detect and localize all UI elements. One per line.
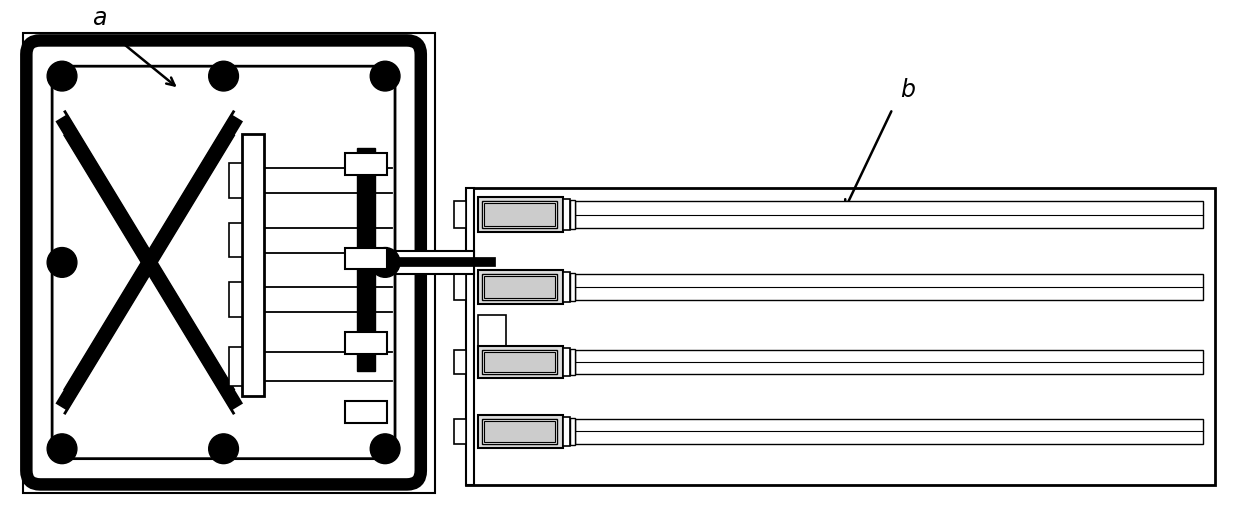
FancyBboxPatch shape bbox=[26, 40, 420, 485]
Circle shape bbox=[371, 61, 401, 91]
Bar bbox=[242, 134, 264, 396]
Bar bbox=[575, 275, 1203, 300]
Bar bbox=[346, 401, 387, 423]
Bar bbox=[479, 197, 563, 232]
Text: b: b bbox=[900, 78, 915, 102]
Bar bbox=[570, 200, 575, 229]
Bar bbox=[563, 199, 570, 230]
Circle shape bbox=[47, 61, 77, 91]
Bar bbox=[357, 148, 376, 371]
Bar bbox=[228, 347, 242, 386]
Bar bbox=[482, 350, 557, 375]
Bar bbox=[346, 247, 387, 269]
Bar bbox=[479, 315, 506, 347]
Bar bbox=[24, 32, 435, 493]
Text: a: a bbox=[93, 5, 107, 30]
Bar bbox=[455, 419, 466, 444]
Bar bbox=[228, 223, 242, 257]
Bar bbox=[563, 347, 570, 377]
Bar bbox=[485, 276, 554, 298]
Bar bbox=[482, 201, 557, 228]
Bar bbox=[575, 201, 1203, 228]
Circle shape bbox=[208, 61, 238, 91]
FancyBboxPatch shape bbox=[52, 66, 396, 459]
Bar bbox=[455, 275, 466, 300]
Bar bbox=[466, 188, 1215, 485]
Circle shape bbox=[208, 434, 238, 463]
Bar bbox=[575, 419, 1203, 444]
Circle shape bbox=[47, 434, 77, 463]
Bar bbox=[485, 203, 554, 226]
Bar bbox=[482, 419, 557, 444]
Bar bbox=[479, 270, 563, 304]
Bar bbox=[563, 272, 570, 302]
Bar bbox=[479, 415, 563, 448]
Bar bbox=[455, 350, 466, 375]
Bar bbox=[376, 251, 475, 275]
Bar bbox=[455, 201, 466, 228]
Circle shape bbox=[47, 247, 77, 277]
Bar bbox=[346, 332, 387, 354]
Bar bbox=[575, 350, 1203, 375]
Bar bbox=[346, 153, 387, 175]
Bar bbox=[485, 352, 554, 372]
Bar bbox=[570, 418, 575, 445]
Circle shape bbox=[371, 247, 401, 277]
Bar bbox=[570, 348, 575, 376]
Bar bbox=[570, 273, 575, 301]
Bar bbox=[485, 421, 554, 442]
Bar bbox=[466, 188, 475, 485]
Bar bbox=[482, 275, 557, 300]
Bar bbox=[228, 282, 242, 317]
Bar bbox=[563, 417, 570, 446]
Circle shape bbox=[371, 434, 401, 463]
Bar bbox=[228, 163, 242, 198]
Bar bbox=[479, 346, 563, 378]
